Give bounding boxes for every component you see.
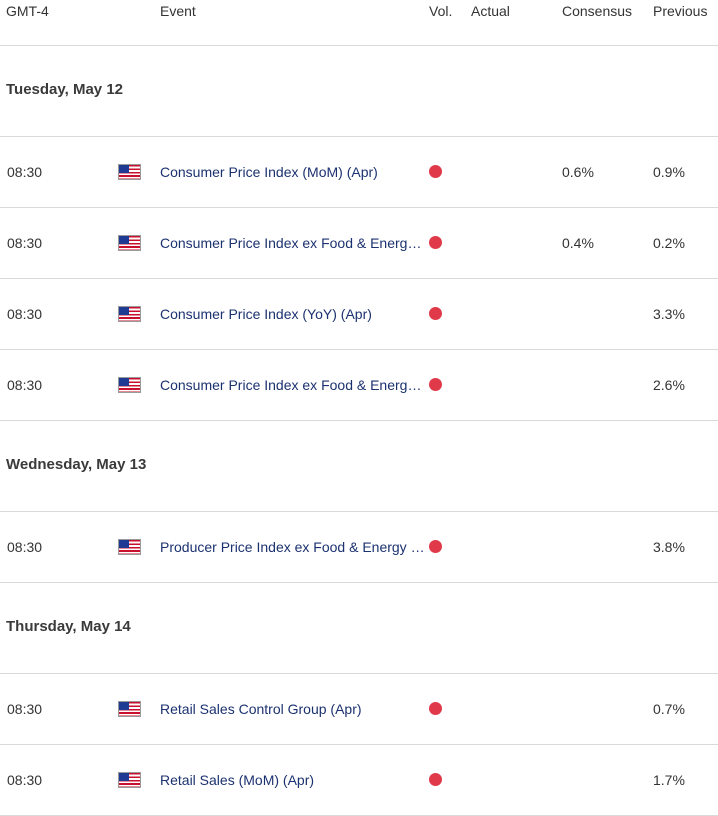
event-name-link[interactable]: Consumer Price Index ex Food & Energy (Y… xyxy=(160,377,426,393)
table-row[interactable]: 08:30 Consumer Price Index (YoY) (Apr) 3.3… xyxy=(0,279,718,350)
high-volatility-dot-icon xyxy=(429,702,442,715)
previous-value: 0.2% xyxy=(653,235,685,251)
us-flag-icon xyxy=(118,539,141,555)
event-name-link[interactable]: Retail Sales Control Group (Apr) xyxy=(160,701,362,717)
table-row[interactable]: 08:30 Producer Price Index ex Food & Ener… xyxy=(0,512,718,583)
table-row[interactable]: 08:30 Consumer Price Index (MoM) (Apr) 0.6… xyxy=(0,137,718,208)
event-time: 08:30 xyxy=(7,539,43,555)
table-row[interactable]: 08:30 Consumer Price Index ex Food & Ener… xyxy=(0,350,718,421)
event-name-link[interactable]: Retail Sales (MoM) (Apr) xyxy=(160,772,315,788)
day-header: Thursday, May 14 xyxy=(0,583,718,674)
event-time: 08:30 xyxy=(7,164,43,180)
day-header: Tuesday, May 12 xyxy=(0,46,718,137)
event-name-link[interactable]: Producer Price Index ex Food & Energy (Y… xyxy=(160,539,426,555)
us-flag-icon xyxy=(118,306,141,322)
us-flag-icon xyxy=(118,701,141,717)
us-flag-icon xyxy=(118,772,141,788)
event-time: 08:30 xyxy=(7,235,43,251)
us-flag-icon xyxy=(118,235,141,251)
event-name-link[interactable]: Consumer Price Index (MoM) (Apr) xyxy=(160,164,378,180)
timezone-label[interactable]: GMT-4 xyxy=(6,3,49,19)
previous-value: 3.8% xyxy=(653,539,685,555)
high-volatility-dot-icon xyxy=(429,773,442,786)
event-name-link[interactable]: Consumer Price Index ex Food & Energy (M… xyxy=(160,235,426,251)
table-header: GMT-4 Event Vol. Actual Consensus Previo… xyxy=(0,0,718,46)
previous-column-header: Previous xyxy=(653,3,708,19)
consensus-column-header: Consensus xyxy=(562,3,633,19)
event-time: 08:30 xyxy=(7,772,43,788)
high-volatility-dot-icon xyxy=(429,307,442,320)
high-volatility-dot-icon xyxy=(429,540,442,553)
event-time: 08:30 xyxy=(7,377,43,393)
event-column-header: Event xyxy=(160,3,196,19)
consensus-value: 0.4% xyxy=(562,235,594,251)
actual-column-header: Actual xyxy=(471,3,510,19)
event-name-link[interactable]: Consumer Price Index (YoY) (Apr) xyxy=(160,306,372,322)
previous-value: 0.7% xyxy=(653,701,685,717)
day-header: Wednesday, May 13 xyxy=(0,421,718,512)
day-label: Wednesday, May 13 xyxy=(6,456,147,473)
volatility-column-header: Vol. xyxy=(429,3,453,19)
event-time: 08:30 xyxy=(7,701,43,717)
high-volatility-dot-icon xyxy=(429,236,442,249)
event-time: 08:30 xyxy=(7,306,43,322)
day-label: Thursday, May 14 xyxy=(6,618,131,635)
previous-value: 2.6% xyxy=(653,377,685,393)
table-row[interactable]: 08:30 Retail Sales Control Group (Apr) 0.7… xyxy=(0,674,718,745)
table-row[interactable]: 08:30 Consumer Price Index ex Food & Ener… xyxy=(0,208,718,279)
us-flag-icon xyxy=(118,377,141,393)
us-flag-icon xyxy=(118,164,141,180)
previous-value: 3.3% xyxy=(653,306,685,322)
previous-value: 1.7% xyxy=(653,772,685,788)
day-label: Tuesday, May 12 xyxy=(6,81,123,98)
previous-value: 0.9% xyxy=(653,164,685,180)
table-row[interactable]: 08:30 Retail Sales (MoM) (Apr) 1.7% xyxy=(0,745,718,816)
high-volatility-dot-icon xyxy=(429,165,442,178)
high-volatility-dot-icon xyxy=(429,378,442,391)
consensus-value: 0.6% xyxy=(562,164,594,180)
